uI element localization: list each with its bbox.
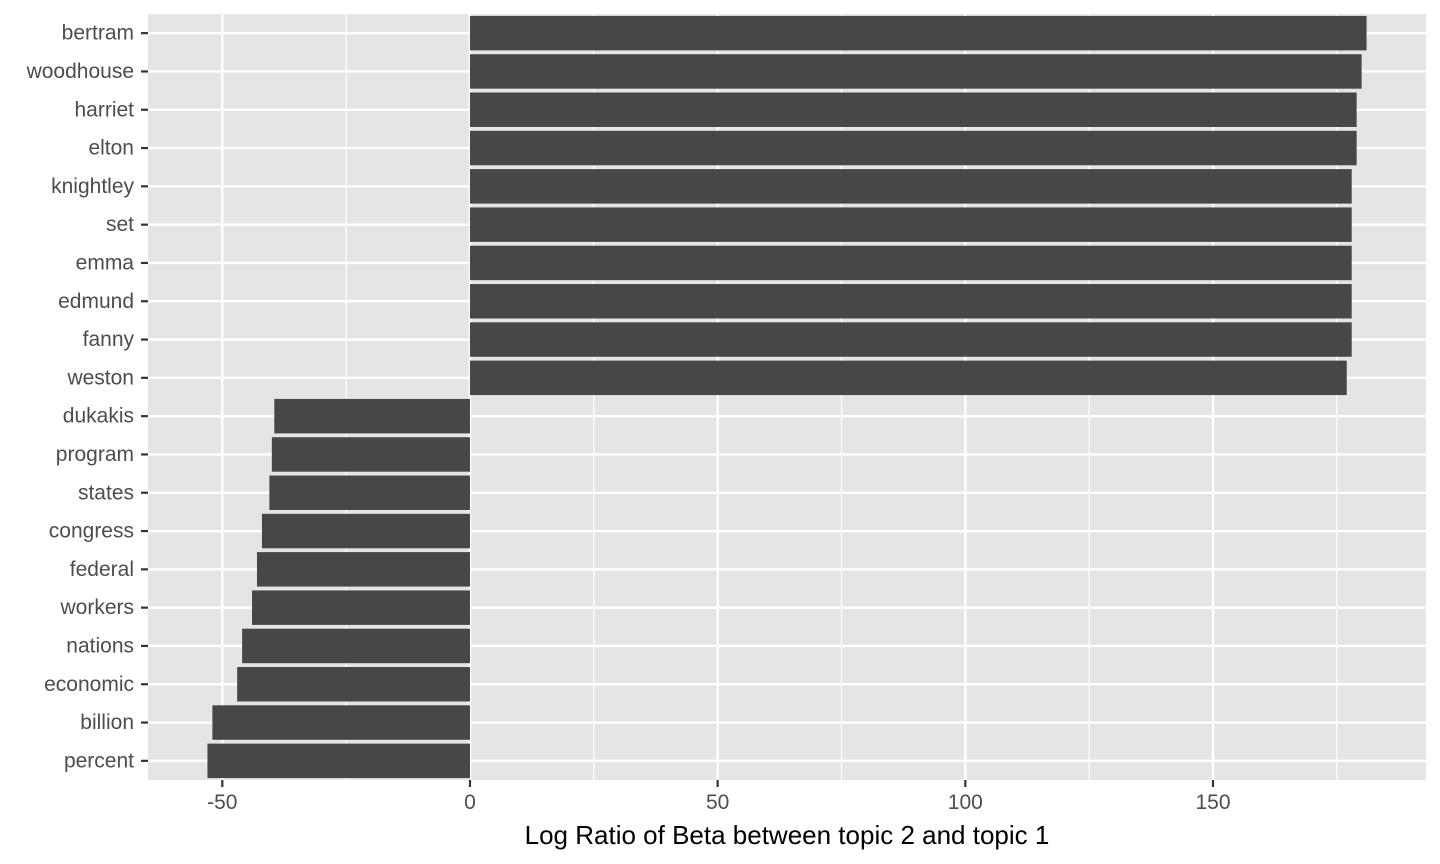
bar-percent [207,743,470,779]
y-tick-label: congress [49,520,134,543]
bar-billion [212,705,470,740]
x-tick-label: 100 [948,791,983,814]
bar-program [271,437,470,472]
x-tick-label: 150 [1195,791,1230,814]
y-tick-label: knightley [51,175,134,198]
y-tick-label: nations [66,634,134,657]
x-tick-label: 0 [464,791,476,814]
bar-dukakis [274,398,470,434]
y-tick-label: bertram [62,22,134,45]
bar-elton [469,130,1357,166]
y-tick-label: dukakis [63,405,134,428]
y-axis: bertram woodhouse harriet elton knightley set… [26,22,148,772]
x-axis-title: Log Ratio of Beta between topic 2 and to… [525,820,1050,850]
y-tick-label: edmund [58,290,134,313]
bar-bertram [469,15,1367,51]
y-tick-label: workers [59,596,134,619]
bar-knightley [469,169,1352,204]
bar-fanny [469,322,1352,357]
bar-states [269,475,470,510]
bar-economic [237,667,470,702]
bar-harriet [469,92,1357,127]
bar-congress [261,513,470,549]
y-tick-label: program [56,443,134,466]
plot-panel [148,14,1426,780]
bar-workers [252,590,470,625]
y-tick-label: percent [64,749,134,772]
bar-weston [469,360,1347,396]
y-tick-label: states [78,481,134,504]
y-tick-label: harriet [74,98,134,121]
bar-nations [242,628,470,664]
bar-edmund [469,284,1352,319]
y-tick-label: billion [80,711,134,734]
bars [207,15,1367,779]
y-tick-label: weston [66,366,134,389]
bar-set [469,207,1352,242]
bar-woodhouse [469,54,1362,89]
x-tick-label: -50 [207,791,237,814]
bar-emma [469,245,1352,281]
y-tick-label: elton [88,137,134,160]
y-tick-label: emma [76,251,135,274]
x-tick-label: 50 [706,791,729,814]
x-axis: -50 0 50 100 150 [207,780,1231,814]
bar-federal [256,552,470,587]
y-tick-label: economic [44,673,134,696]
y-tick-label: woodhouse [26,60,134,83]
y-tick-label: set [106,213,134,236]
y-tick-label: fanny [83,328,135,351]
y-tick-label: federal [70,558,134,581]
